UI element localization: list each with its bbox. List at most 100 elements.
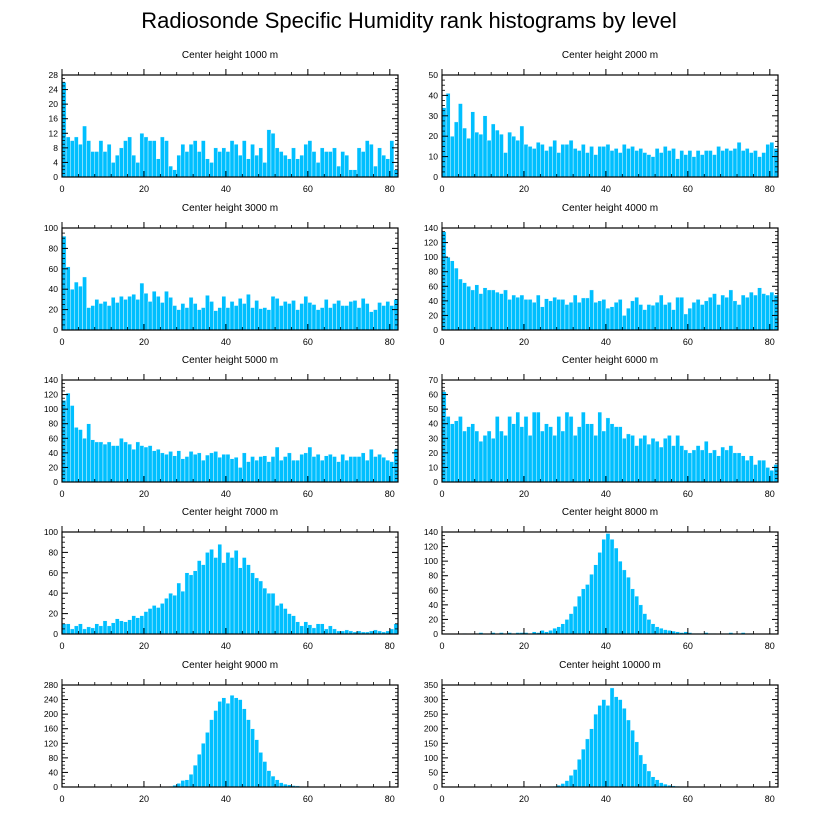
bar — [106, 144, 112, 178]
bar — [143, 136, 149, 178]
bar — [736, 452, 742, 483]
chart-panel-1: Center height 1000 m 0 20 40 60 80 0 4 8 12 16 20 24… — [49, 50, 399, 194]
bar — [663, 146, 668, 178]
bar — [658, 446, 664, 483]
bar — [540, 306, 545, 331]
x-tick-label: 40 — [601, 794, 611, 804]
bar — [495, 291, 500, 331]
chart-title: Center height 9000 m — [182, 660, 278, 671]
bar — [188, 574, 194, 635]
bar — [151, 605, 157, 635]
bar — [74, 625, 79, 635]
bar — [568, 416, 574, 483]
bar — [626, 719, 631, 788]
bar — [98, 625, 104, 635]
bar — [646, 154, 652, 178]
bar — [646, 443, 652, 483]
y-tick-label: 40 — [49, 284, 59, 294]
bar — [568, 140, 574, 178]
bar — [115, 445, 120, 483]
bar — [242, 303, 247, 331]
y-tick-label: 240 — [44, 695, 58, 705]
bar — [699, 304, 705, 331]
bar — [229, 695, 235, 788]
bar — [197, 452, 202, 483]
bar — [605, 533, 611, 635]
bar — [365, 303, 370, 331]
bar — [278, 459, 284, 483]
bar — [466, 138, 471, 178]
x-tick-label: 80 — [765, 184, 775, 194]
y-tick-label: 100 — [44, 404, 58, 414]
bar — [654, 779, 660, 788]
bar — [262, 455, 268, 483]
bar — [373, 629, 378, 635]
bar — [319, 459, 325, 483]
bar — [385, 158, 391, 178]
bar — [638, 148, 643, 178]
bar — [757, 287, 762, 331]
x-tick-label: 0 — [439, 184, 444, 194]
bar — [233, 697, 239, 788]
x-tick-label: 20 — [139, 794, 149, 804]
y-tick-label: 100 — [44, 223, 58, 233]
bar — [82, 125, 87, 178]
bar — [278, 782, 284, 788]
bar — [74, 281, 79, 331]
bar — [634, 741, 639, 788]
x-tick-label: 80 — [765, 641, 775, 651]
bar — [201, 743, 206, 788]
bar — [102, 151, 108, 178]
bar — [164, 598, 169, 635]
bar — [634, 445, 639, 483]
bar — [242, 140, 247, 178]
bar — [462, 430, 467, 483]
bar — [540, 430, 545, 483]
bar — [266, 461, 272, 483]
bar — [225, 307, 231, 331]
chart-panel-7: Center height 7000 m 0 20 40 60 80 0 20 40 60 80 10… — [44, 507, 399, 651]
chart-panel-5: Center height 5000 m 0 20 40 60 80 0 20 40 60 80 10… — [44, 355, 399, 499]
bar — [679, 445, 684, 483]
bar — [225, 703, 231, 788]
bar — [319, 147, 325, 178]
bar — [373, 456, 378, 483]
x-tick-label: 0 — [439, 794, 444, 804]
bar — [511, 135, 516, 178]
bar — [61, 235, 67, 331]
bar — [131, 615, 136, 635]
chart-panel-4: Center height 4000 m 0 20 40 60 80 0 20 40 60 80 10… — [424, 203, 779, 347]
y-tick-label: 140 — [44, 375, 58, 385]
bar — [176, 450, 182, 483]
bar — [548, 300, 553, 331]
bar — [523, 416, 529, 483]
bar — [650, 305, 656, 331]
bar — [74, 427, 79, 483]
bar — [646, 304, 652, 331]
bar — [131, 154, 136, 178]
bar — [478, 133, 484, 178]
bar — [699, 154, 705, 178]
bar — [115, 302, 120, 331]
bar — [213, 557, 218, 635]
x-tick-label: 20 — [519, 641, 529, 651]
bar — [609, 539, 615, 635]
bar — [143, 611, 149, 635]
bar — [507, 131, 512, 178]
bar — [724, 449, 730, 483]
bar — [519, 426, 525, 483]
bar — [728, 445, 734, 483]
bar — [201, 307, 206, 331]
bar — [568, 613, 574, 635]
bar — [462, 282, 467, 331]
bar — [630, 729, 635, 788]
bar — [315, 309, 321, 331]
bar — [552, 627, 557, 635]
y-tick-label: 0 — [433, 325, 438, 335]
bar — [605, 417, 611, 483]
bar — [102, 620, 108, 635]
bar — [523, 144, 529, 178]
bar — [597, 552, 603, 635]
bar — [720, 150, 725, 178]
bar — [560, 430, 566, 483]
